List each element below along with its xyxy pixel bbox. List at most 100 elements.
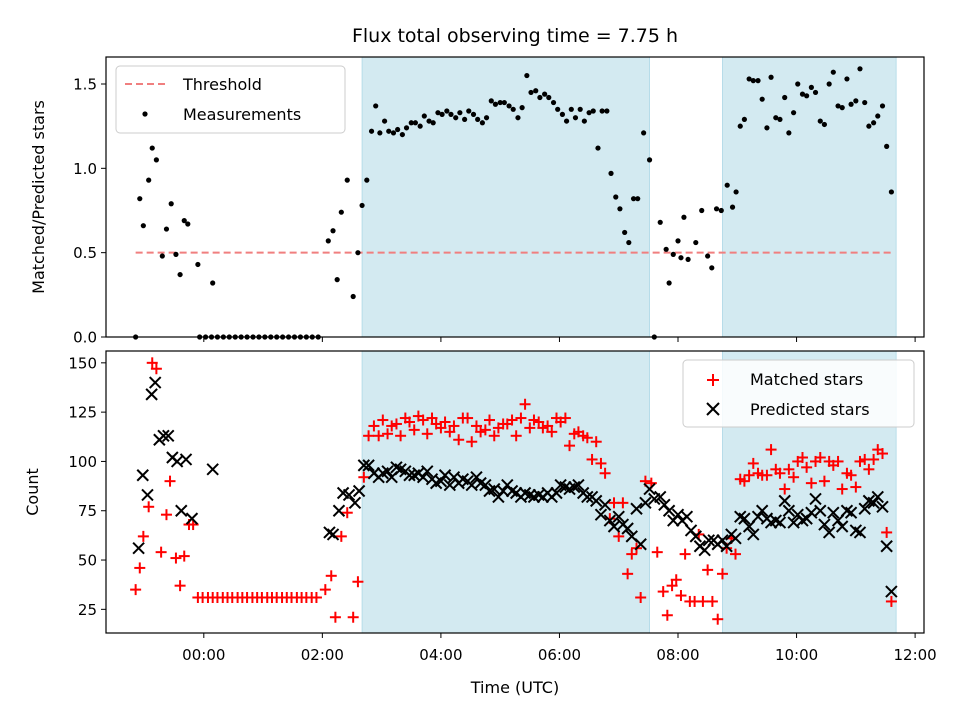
measurement-point xyxy=(479,120,485,126)
bottom-y-tick-label: 25 xyxy=(78,601,97,619)
measurement-point xyxy=(533,88,539,94)
measurement-point xyxy=(839,105,845,111)
matched-star-point xyxy=(788,471,800,483)
predicted-star-point xyxy=(598,498,612,512)
x-tick-label: 10:00 xyxy=(775,646,818,664)
matched-star-point xyxy=(697,595,709,607)
matched-star-point xyxy=(488,430,500,442)
measurement-point xyxy=(195,261,201,268)
measurement-point xyxy=(421,113,427,119)
measurement-point xyxy=(506,103,512,109)
predicted-star-point xyxy=(362,459,375,472)
matched-star-point xyxy=(796,451,808,463)
measurement-point xyxy=(808,84,814,90)
predicted-star-point xyxy=(831,514,845,527)
matched-star-point xyxy=(510,430,522,442)
top-y-tick-label: 1.5 xyxy=(73,75,97,93)
matched-star-point xyxy=(716,568,728,580)
predicted-star-point xyxy=(185,512,199,525)
measurement-point xyxy=(604,108,610,114)
measurement-point xyxy=(542,91,548,97)
predicted-star-point xyxy=(643,482,656,496)
predicted-star-point xyxy=(594,508,608,521)
predicted-star-point xyxy=(738,512,751,525)
measurement-point xyxy=(657,219,663,225)
matched-star-point xyxy=(484,414,496,426)
legend-measurements-label: Measurements xyxy=(183,105,301,124)
predicted-star-point xyxy=(603,514,617,527)
predicted-star-point xyxy=(827,506,840,519)
measurement-point xyxy=(350,293,356,300)
measurement-point xyxy=(153,157,159,163)
bottom-legend-box xyxy=(682,359,915,428)
measurement-point xyxy=(355,250,361,256)
bottom-y-tick-label: 50 xyxy=(78,552,97,570)
measurement-point xyxy=(777,116,783,123)
measurement-point xyxy=(759,96,765,102)
top-y-tick-label: 0.5 xyxy=(73,244,97,262)
predicted-star-point xyxy=(136,469,149,482)
predicted-star-point xyxy=(326,528,340,541)
matched-star-point xyxy=(395,430,407,442)
matched-star-point xyxy=(528,414,540,426)
matched-star-point xyxy=(743,469,755,481)
matched-star-point xyxy=(613,530,625,542)
measurement-point xyxy=(826,81,832,87)
matched-star-point xyxy=(761,469,773,481)
matched-star-point xyxy=(475,426,487,438)
measurement-point xyxy=(373,103,379,109)
measurement-point xyxy=(663,246,669,252)
measurement-point xyxy=(857,66,863,72)
bottom-y-tick-label: 100 xyxy=(68,453,97,471)
matched-star-point xyxy=(533,416,545,428)
predicted-star-point xyxy=(621,522,634,535)
x-tick-label: 12:00 xyxy=(893,646,936,664)
top-plot-frame xyxy=(105,56,925,338)
measurement-point xyxy=(729,204,736,210)
matched-star-point xyxy=(178,550,190,562)
measurement-point xyxy=(755,78,761,84)
measurement-point xyxy=(344,177,350,183)
measurement-point xyxy=(475,116,481,123)
predicted-star-point xyxy=(858,502,871,515)
matched-star-point xyxy=(706,595,718,607)
matched-star-point xyxy=(164,475,176,487)
matched-star-point xyxy=(564,440,576,452)
matched-star-point xyxy=(466,436,478,448)
predicted-star-point xyxy=(332,504,346,517)
measurement-point xyxy=(641,130,647,136)
measurement-point xyxy=(678,255,684,261)
top-x-ticks xyxy=(203,337,916,342)
legend-threshold-label: Threshold xyxy=(182,75,262,94)
predicted-star-point xyxy=(145,388,158,401)
matched-star-point xyxy=(885,595,897,607)
matched-star-point xyxy=(774,467,786,479)
measurement-point xyxy=(666,280,672,286)
matched-star-point xyxy=(160,509,172,521)
measurement-point xyxy=(608,170,614,176)
matched-star-point xyxy=(702,564,714,576)
measurement-point xyxy=(804,93,810,99)
matched-star-point xyxy=(730,548,742,560)
measurement-point xyxy=(519,105,525,111)
matched-star-point xyxy=(877,448,889,460)
measurement-point xyxy=(705,253,711,259)
predicted-star-point xyxy=(206,463,219,476)
matched-star-point xyxy=(537,422,549,434)
matched-star-point xyxy=(453,434,465,446)
predicted-star-point xyxy=(729,532,742,545)
matched-star-point xyxy=(679,548,691,560)
measurement-point xyxy=(435,110,441,116)
bottom-y-tick-label: 75 xyxy=(78,502,97,520)
predicted-star-point xyxy=(698,543,711,557)
measurement-point xyxy=(713,206,720,212)
matched-star-point xyxy=(444,426,456,438)
predicted-star-point xyxy=(550,486,563,500)
predicted-star-point xyxy=(148,376,162,389)
matched-star-point xyxy=(881,526,893,538)
measurement-point xyxy=(137,196,143,202)
predicted-star-point xyxy=(773,516,787,529)
measurement-point xyxy=(528,89,534,96)
matched-star-point xyxy=(661,609,673,621)
predicted-star-point xyxy=(867,496,880,510)
